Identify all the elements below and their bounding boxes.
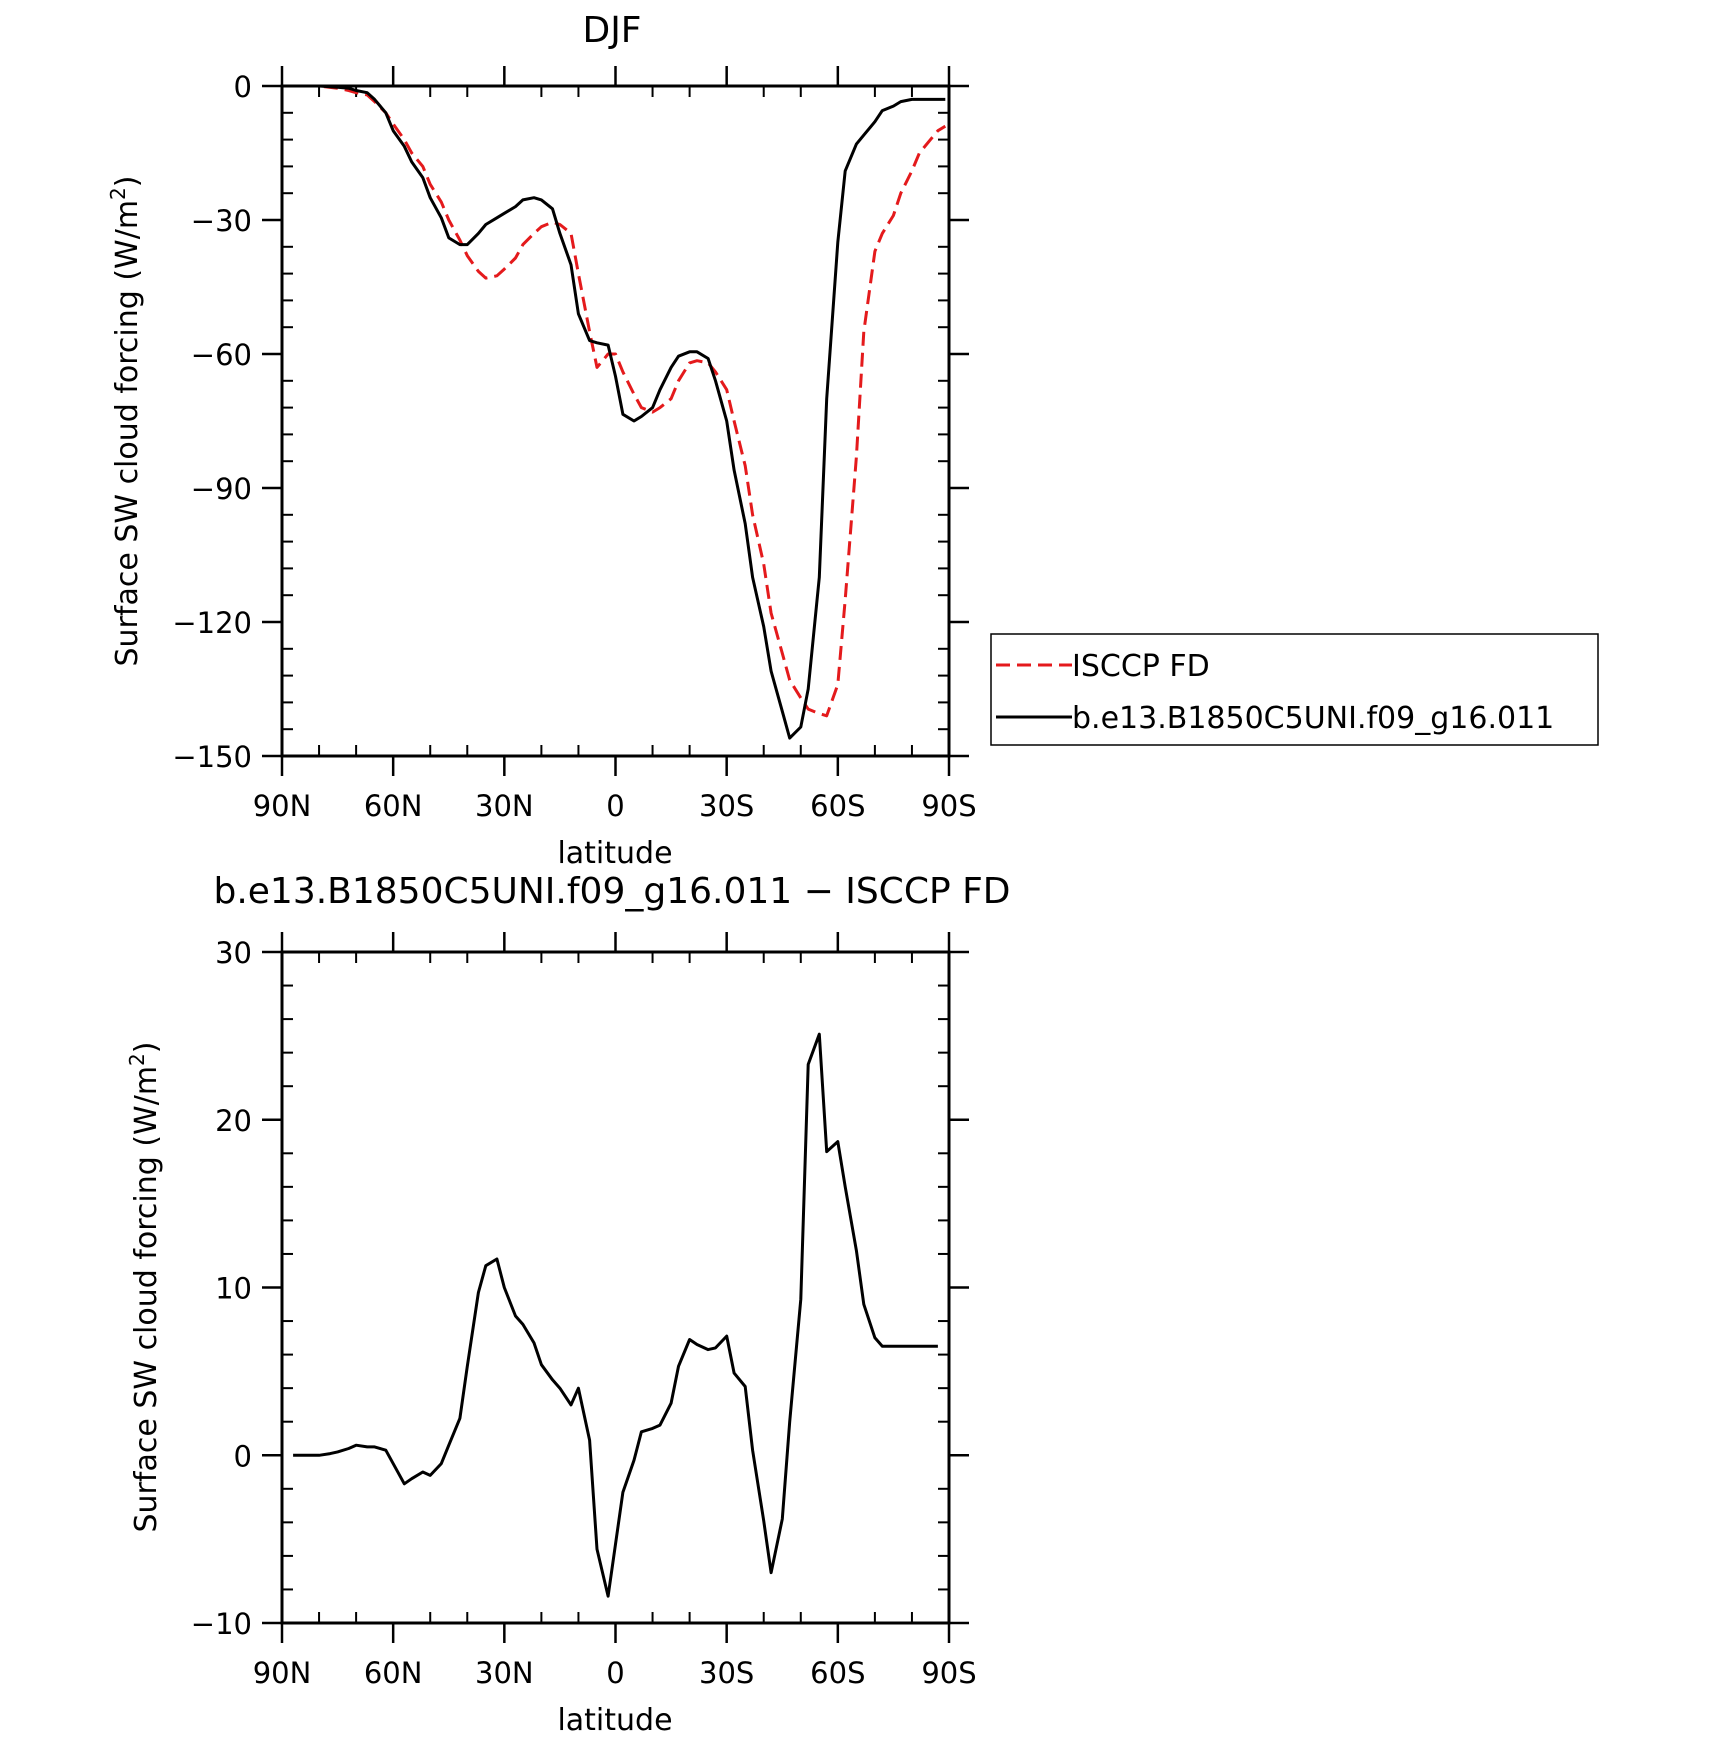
bottom-x-tick-label: 60S [810,1656,865,1690]
top-plot-frame [280,84,951,758]
bottom-x-tick-label: 30S [699,1656,754,1690]
top-y-tick-label: −120 [172,606,252,640]
legend-label-isccp: ISCCP FD [1072,649,1210,684]
bottom-y-axis-label-main: Surface SW cloud forcing (W/m [129,1066,164,1533]
top-series-line-1 [282,84,946,740]
legend-box [990,633,1599,746]
top-y-axis-label-close: ) [110,175,145,187]
top-x-tick-label: 30S [699,789,754,823]
top-series-line-0 [282,84,947,718]
top-axis-ticks [262,66,969,776]
bottom-x-tick-label: 0 [606,1656,624,1690]
top-y-tick-label: −150 [172,740,252,774]
bottom-x-axis-label: latitude [557,1703,672,1738]
top-y-tick-label: 0 [234,70,252,104]
bottom-y-tick-labels: 30 20 10 0 −10 [191,936,252,1641]
bottom-y-tick-label: 30 [215,936,252,970]
top-series-group [282,84,947,740]
bottom-y-tick-label: 10 [215,1272,252,1306]
bottom-series-line-0 [293,1032,938,1598]
bottom-chart-title: b.e13.B1850C5UNI.f09_g16.011 − ISCCP FD [213,871,1010,912]
bottom-panel: b.e13.B1850C5UNI.f09_g16.011 − ISCCP FD … [125,871,1011,1738]
bottom-y-tick-label: −10 [191,1607,252,1641]
top-x-tick-label: 0 [606,789,624,823]
bottom-x-tick-label: 90S [921,1656,976,1690]
bottom-y-axis-label-close: ) [129,1041,164,1053]
top-x-tick-label: 90N [253,789,312,823]
bottom-y-axis-label: Surface SW cloud forcing (W/m2) [125,1041,164,1532]
bottom-plot-frame [280,950,951,1625]
bottom-x-tick-label: 30N [475,1656,534,1690]
top-y-tick-label: −90 [191,472,252,506]
top-panel: DJF 0−30−60−90−120−150 90N 60N 30N 0 30S 60S 9… [106,10,1599,871]
bottom-x-tick-labels: 90N 60N 30N 0 30S 60S 90S [253,1656,977,1690]
bottom-series-group [293,1032,938,1598]
top-legend: ISCCP FD b.e13.B1850C5UNI.f09_g16.011 [990,633,1599,746]
top-x-tick-label: 60N [364,789,423,823]
top-y-tick-label: −30 [191,204,252,238]
top-x-axis-label: latitude [557,836,672,871]
top-x-tick-label: 90S [921,789,976,823]
top-y-axis-label-main: Surface SW cloud forcing (W/m [110,200,145,667]
top-chart-title: DJF [582,10,641,51]
top-y-tick-labels: 0 −30 −60 −90 −120 −150 [172,70,252,774]
top-y-axis-label-sup: 2 [106,187,130,200]
legend-label-model: b.e13.B1850C5UNI.f09_g16.011 [1072,701,1554,736]
top-x-tick-label: 30N [475,789,534,823]
bottom-axis-ticks [262,932,969,1643]
bottom-x-tick-label: 90N [253,1656,312,1690]
bottom-x-tick-label: 60N [364,1656,423,1690]
bottom-y-tick-label: 0 [234,1439,252,1473]
bottom-y-axis-label-sup: 2 [125,1053,149,1066]
top-x-tick-labels: 90N 60N 30N 0 30S 60S 90S [253,789,977,823]
bottom-y-tick-label: 20 [215,1104,252,1138]
top-y-tick-label: −60 [191,338,252,372]
top-y-axis-label: Surface SW cloud forcing (W/m2) [106,175,145,666]
top-x-tick-label: 60S [810,789,865,823]
